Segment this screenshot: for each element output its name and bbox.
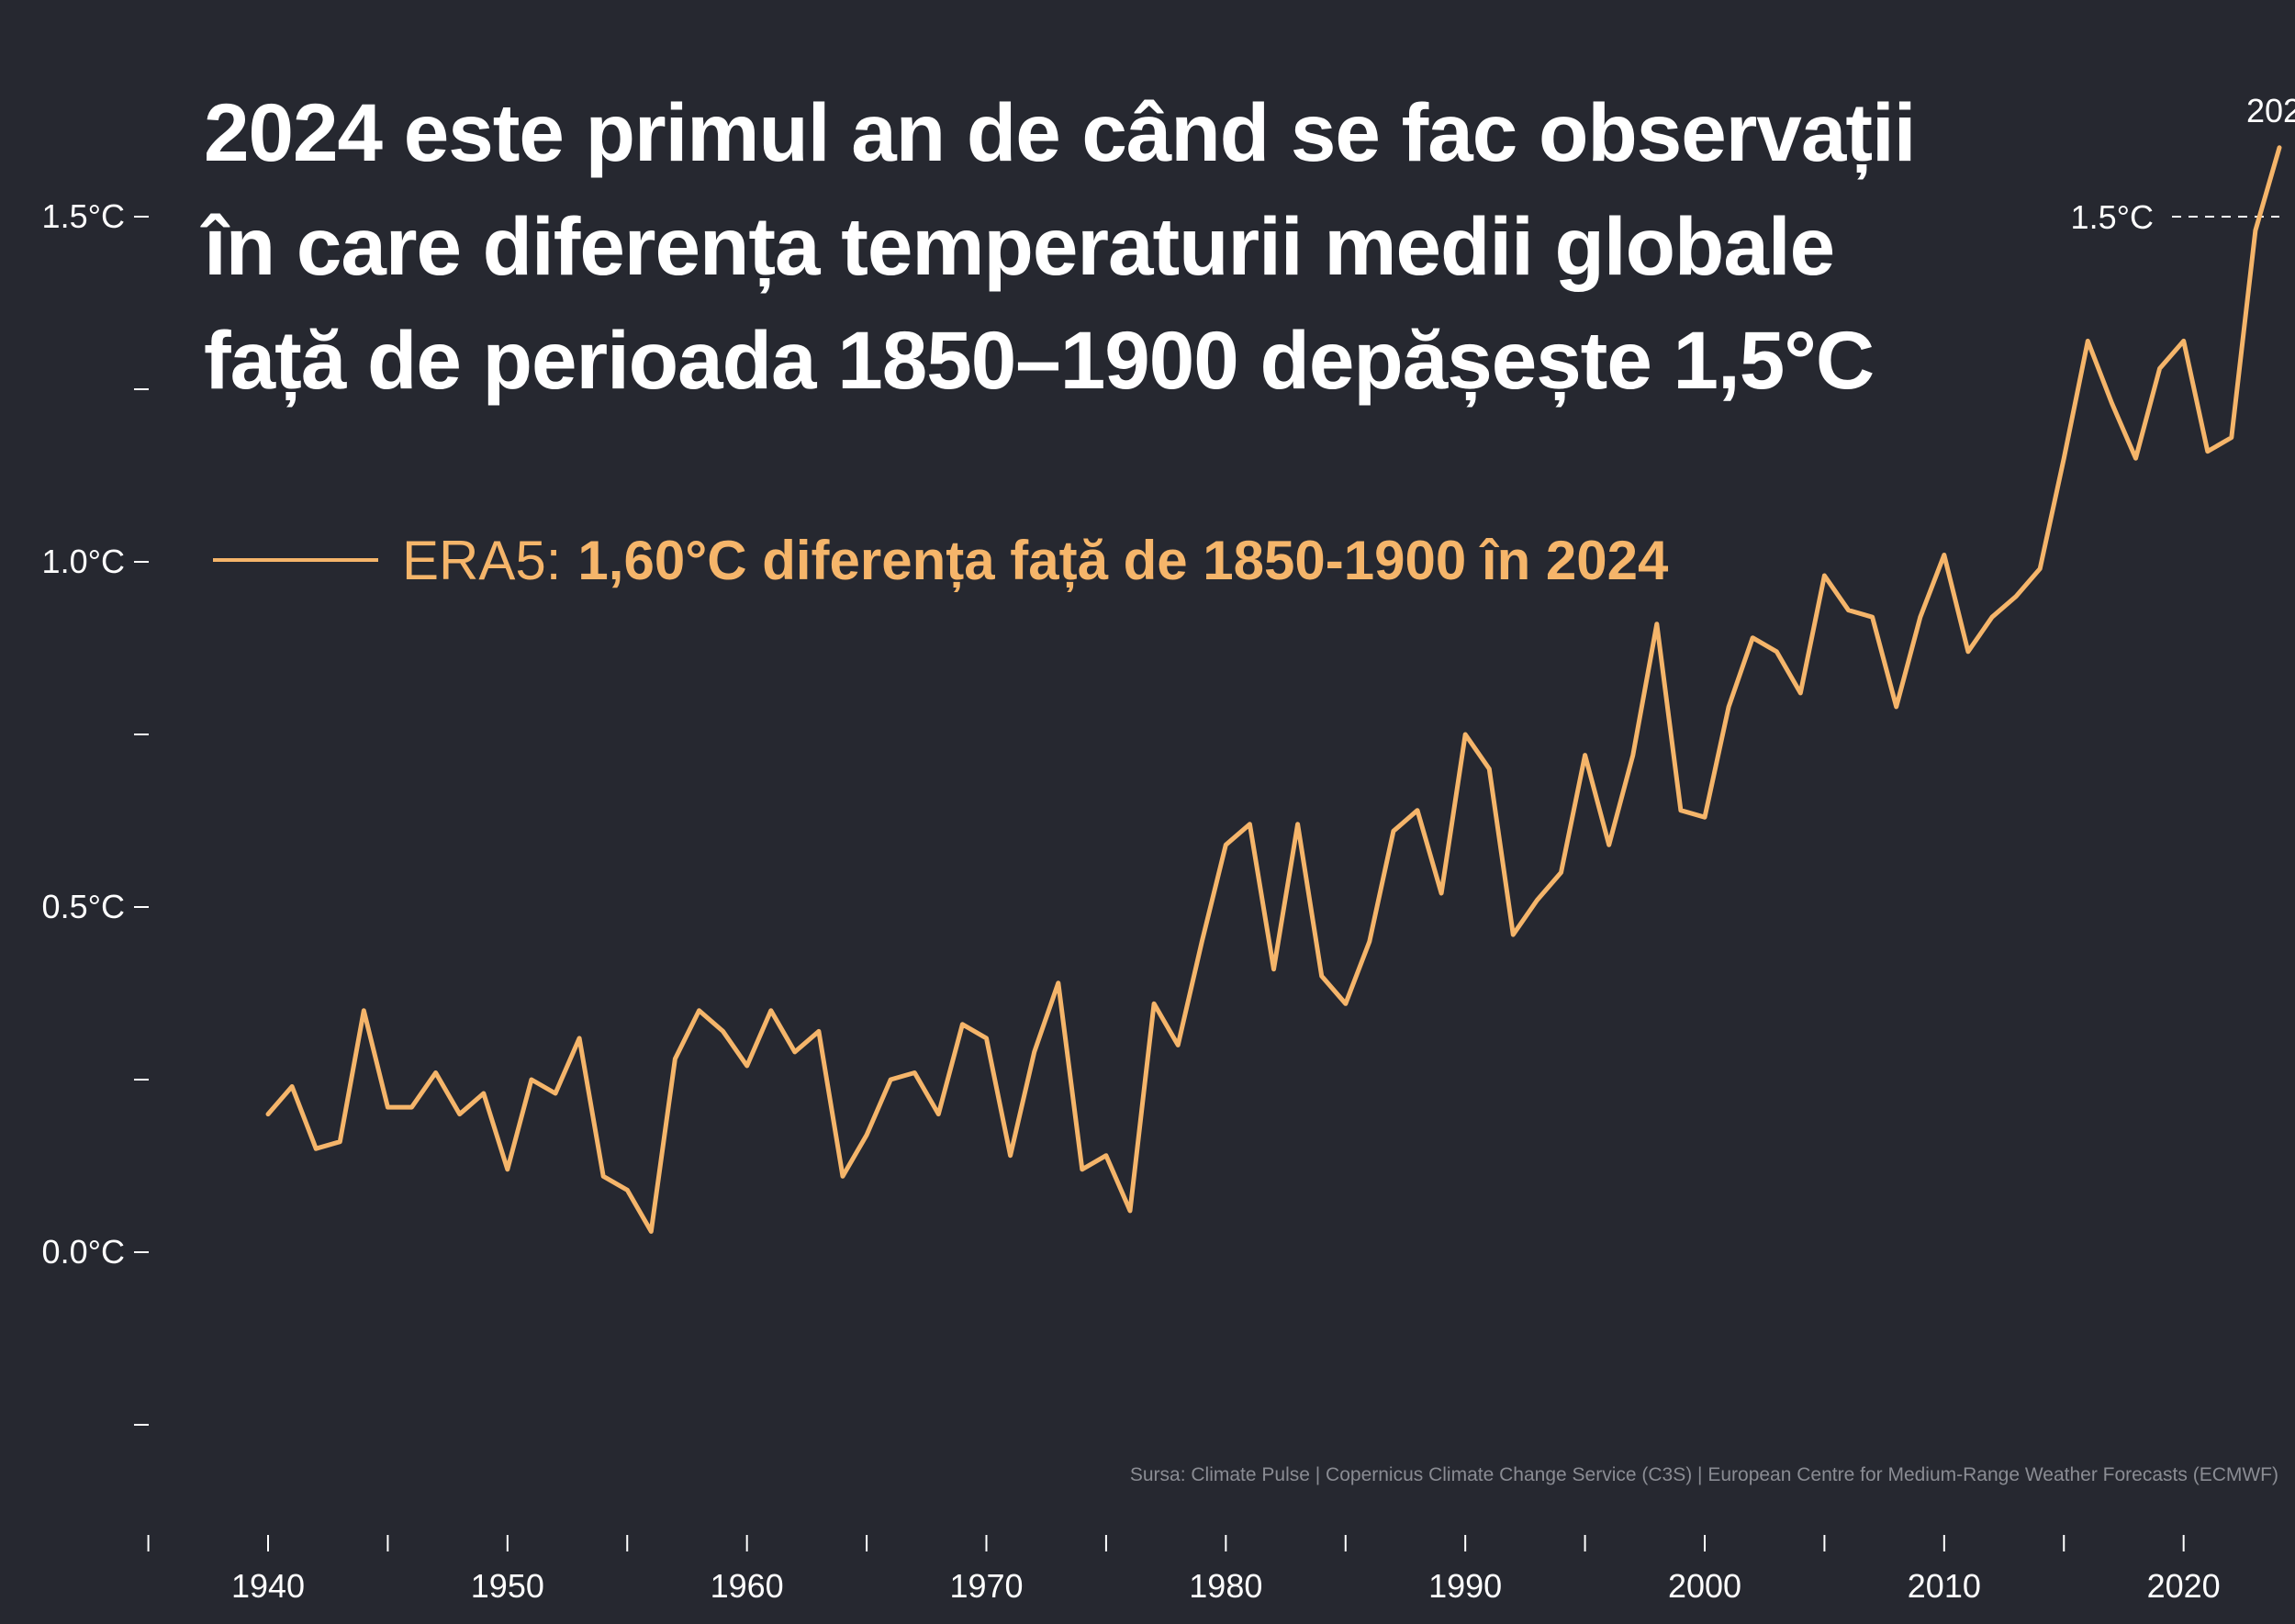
title-line-2: în care diferența temperaturii medii glo… <box>204 200 1835 292</box>
legend-swatch-era5 <box>213 558 378 562</box>
y-tick-label-1: 0.5°C <box>42 888 125 925</box>
legend-separator: : <box>545 529 562 591</box>
x-tick-label-6: 2000 <box>1668 1567 1741 1605</box>
reference-line-group: 1.5°C <box>2071 198 2279 236</box>
x-tick-label-5: 1990 <box>1428 1567 1502 1605</box>
legend-series-name: ERA5 <box>402 529 546 591</box>
y-axis: 0.0°C 0.5°C 1.0°C 1.5°C <box>42 197 149 1426</box>
x-tick-label-1: 1950 <box>471 1567 544 1605</box>
x-axis: 1940 1950 1960 1970 1980 1990 2000 2010 2020 <box>147 1535 2221 1605</box>
series-line-era5 <box>265 145 2282 1234</box>
series-layer: 2024 <box>265 92 2295 1234</box>
y-tick-label-2: 1.0°C <box>42 543 125 580</box>
legend-value-text: 1,60°C diferența față de 1850-1900 în 20… <box>577 529 1669 591</box>
title-line-1: 2024 este primul an de când se fac obser… <box>204 86 1916 178</box>
title-line-3: față de perioada 1850–1900 depășește 1,5… <box>204 314 1875 406</box>
x-tick-label-0: 1940 <box>231 1567 305 1605</box>
x-tick-label-8: 2020 <box>2147 1567 2221 1605</box>
reference-line-label: 1.5°C <box>2071 198 2154 236</box>
end-label-2024: 2024 <box>2246 92 2295 129</box>
x-tick-label-3: 1970 <box>949 1567 1023 1605</box>
x-tick-label-7: 2010 <box>1908 1567 1981 1605</box>
y-tick-label-3: 1.5°C <box>42 197 125 235</box>
chart-title: 2024 este primul an de când se fac obser… <box>204 75 1994 417</box>
x-tick-label-2: 1960 <box>711 1567 784 1605</box>
legend: ERA5 : 1,60°C diferența față de 1850-190… <box>213 523 1668 597</box>
x-tick-label-4: 1980 <box>1189 1567 1262 1605</box>
source-credit: Sursa: Climate Pulse | Copernicus Climat… <box>1129 1464 2278 1485</box>
y-tick-label-0: 0.0°C <box>42 1233 125 1271</box>
